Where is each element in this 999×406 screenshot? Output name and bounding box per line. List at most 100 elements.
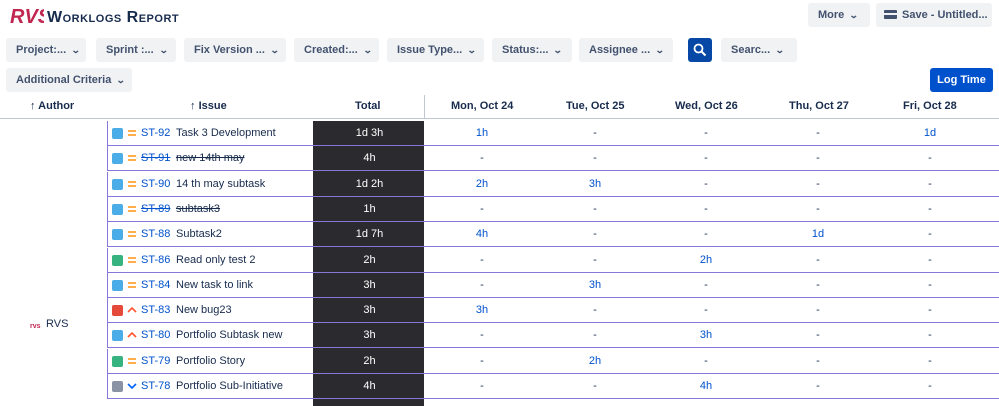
issue-key-link[interactable]: ST-90 — [141, 177, 171, 190]
issue-key-link[interactable]: ST-89 — [141, 202, 171, 215]
report-header: RVS Worklogs Report — [0, 0, 999, 36]
log-time-button[interactable]: Log Time — [930, 68, 993, 92]
day-cell[interactable]: 3h — [475, 304, 489, 317]
filter-additional-criteria[interactable]: Additional Criteria ⌄ — [6, 68, 132, 92]
issue-summary: subtask3 — [176, 202, 221, 215]
table-row: ST-92 Task 3 Development 1d 3h 1h - - - 1d — [107, 121, 999, 146]
issue-key-link[interactable]: ST-92 — [141, 127, 171, 139]
more-button[interactable]: More ⌄ — [808, 3, 870, 27]
issue-key-link[interactable]: ST-78 — [141, 380, 171, 392]
search-icon — [693, 43, 707, 57]
filter-project[interactable]: Project:... ⌄ — [6, 38, 86, 62]
row-total: 2h — [363, 354, 376, 367]
issue-summary: Portfolio Story — [176, 354, 246, 367]
col-issue[interactable]: ↑ Issue — [190, 100, 227, 112]
priority-medium-icon — [128, 281, 136, 288]
col-day-1[interactable]: Mon, Oct 24 — [451, 100, 514, 112]
day-cell[interactable]: 2h — [699, 253, 713, 266]
header-divider — [424, 95, 425, 119]
day-cell[interactable]: 3h — [699, 329, 713, 342]
priority-medium-icon — [128, 206, 136, 212]
svg-text:rvs: rvs — [30, 323, 41, 329]
day-cell: - — [593, 253, 597, 266]
row-total: 3h — [363, 329, 376, 342]
day-cell: - — [816, 202, 820, 215]
save-button-label: Save - Untitled... — [902, 9, 988, 21]
priority-medium-icon — [128, 231, 136, 237]
issue-summary: 14 th may subtask — [176, 177, 266, 190]
day-cell: - — [704, 354, 708, 367]
table-row: ST-86 Read only test 2 2h - - 2h - - — [107, 247, 999, 273]
issue-summary: Subtask2 — [176, 228, 222, 241]
day-cell: - — [593, 152, 597, 165]
day-cell: - — [593, 329, 597, 342]
issue-key-link[interactable]: ST-79 — [141, 354, 171, 367]
day-cell: - — [480, 380, 484, 392]
col-day-4[interactable]: Thu, Oct 27 — [789, 100, 849, 112]
priority-high-icon — [127, 306, 137, 313]
day-cell: - — [480, 202, 484, 215]
col-day-2[interactable]: Tue, Oct 25 — [566, 100, 625, 112]
issue-key-link[interactable]: ST-91 — [141, 152, 171, 165]
day-cell: - — [704, 152, 708, 165]
subinit-type-icon — [112, 381, 123, 392]
filter-search[interactable]: Searc... ⌄ — [721, 38, 797, 62]
table-row: ST-89 subtask3 1h - - - - - — [107, 196, 999, 222]
table-row: ST-83 New bug23 3h 3h - - - - — [107, 298, 999, 324]
svg-text:RVS: RVS — [10, 6, 44, 27]
day-cell: - — [928, 228, 932, 241]
col-total[interactable]: Total — [355, 100, 381, 112]
day-cell[interactable]: 1h — [475, 127, 489, 139]
save-button[interactable]: Save - Untitled... — [876, 3, 992, 27]
row-total: 1d 2h — [355, 177, 384, 190]
row-total: 4h — [363, 152, 376, 165]
filter-issue-type-label: Issue Type... — [397, 44, 463, 56]
task-type-icon — [112, 279, 123, 291]
chevron-down-icon: ⌄ — [655, 45, 665, 55]
rvs-logo: RVS — [10, 6, 44, 27]
chevron-down-icon: ⌄ — [269, 45, 280, 55]
filter-fix-version[interactable]: Fix Version ... ⌄ — [184, 38, 286, 62]
issue-key-link[interactable]: ST-80 — [141, 329, 171, 342]
day-cell: - — [480, 253, 484, 266]
day-cell: - — [704, 278, 708, 291]
day-cell: - — [480, 152, 484, 165]
row-total: 1d 3h — [355, 127, 384, 139]
day-cell: - — [480, 354, 484, 367]
filter-status[interactable]: Status:... ⌄ — [492, 38, 572, 62]
card-icon — [884, 9, 897, 19]
filter-assignee[interactable]: Assignee ... ⌄ — [579, 38, 673, 62]
issue-key-link[interactable]: ST-88 — [141, 228, 171, 241]
day-cell[interactable]: 2h — [588, 354, 602, 367]
day-cell[interactable]: 4h — [475, 228, 489, 241]
issue-key-link[interactable]: ST-86 — [141, 253, 171, 266]
issue-key-link[interactable]: ST-83 — [141, 304, 171, 317]
col-day-5[interactable]: Fri, Oct 28 — [903, 100, 957, 112]
day-cell[interactable]: 1d — [923, 127, 937, 139]
day-cell[interactable]: 1d — [811, 228, 825, 241]
day-cell[interactable]: 4h — [699, 380, 713, 392]
table-row: ST-84 New task to link 3h - 3h - - - — [107, 272, 999, 298]
day-cell: - — [816, 177, 820, 190]
sort-arrow-icon: ↑ — [30, 100, 39, 112]
issue-key-link[interactable]: ST-84 — [141, 278, 171, 291]
day-cell: - — [593, 380, 597, 392]
day-cell[interactable]: 3h — [588, 278, 602, 291]
priority-high-icon — [127, 332, 137, 338]
day-cell: - — [480, 329, 484, 342]
day-cell: - — [928, 304, 932, 317]
day-cell: - — [816, 329, 820, 342]
col-day-3[interactable]: Wed, Oct 26 — [675, 100, 738, 112]
day-cell[interactable]: 3h — [588, 177, 602, 190]
search-button[interactable] — [688, 38, 712, 62]
table-row: ST-90 14 th may subtask 1d 2h 2h 3h - - - — [107, 171, 999, 197]
day-cell[interactable]: 2h — [475, 177, 489, 190]
chevron-down-icon: ⌄ — [775, 45, 785, 55]
filter-issue-type[interactable]: Issue Type... ⌄ — [387, 38, 484, 62]
day-cell: - — [816, 127, 820, 139]
col-author-label: Author — [38, 100, 75, 112]
col-author[interactable]: ↑ Author — [30, 100, 74, 112]
filter-created[interactable]: Created:... ⌄ — [294, 38, 379, 62]
filter-search-label: Searc... — [731, 44, 771, 56]
filter-sprint[interactable]: Sprint :... ⌄ — [96, 38, 176, 62]
